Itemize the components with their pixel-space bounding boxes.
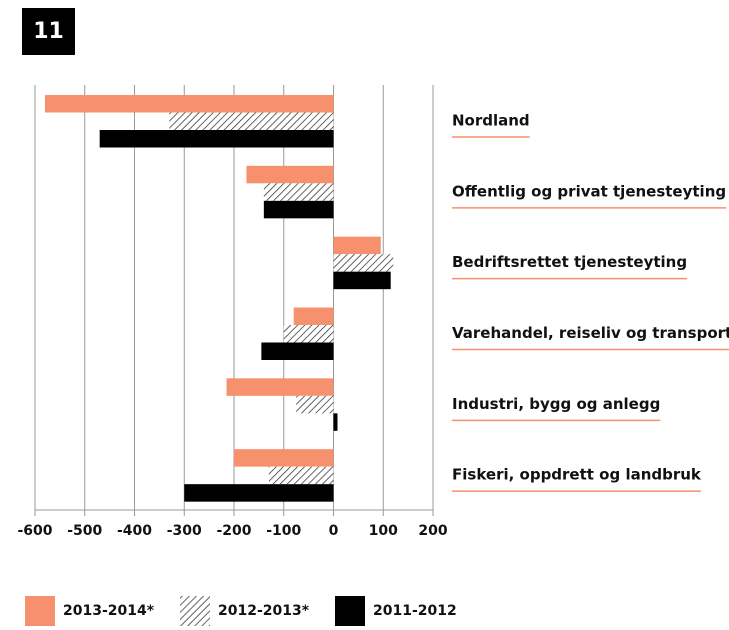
bar — [283, 325, 334, 343]
x-tick-label: -300 — [167, 523, 202, 539]
bar — [184, 484, 334, 502]
category-label: Fiskeri, oppdrett og landbruk — [452, 466, 702, 484]
category-label: Bedriftsrettet tjenesteyting — [452, 253, 687, 271]
bar — [333, 413, 338, 431]
x-tick-label: -600 — [17, 523, 52, 539]
x-tick-label: 200 — [418, 523, 447, 539]
bar — [333, 271, 391, 290]
figure-number: 11 — [33, 19, 64, 44]
legend-label: 2013-2014* — [63, 603, 155, 619]
category-label: Varehandel, reiseliv og transport — [452, 324, 729, 342]
bar — [44, 95, 334, 113]
bar — [226, 378, 334, 396]
bar — [234, 449, 334, 467]
figure-number-box — [22, 8, 75, 55]
legend-swatch — [335, 596, 365, 626]
bar — [268, 466, 334, 485]
x-tick-label: -500 — [67, 523, 102, 539]
category-label: Offentlig og privat tjenesteyting — [452, 182, 726, 200]
bar — [333, 236, 381, 255]
legend-swatch — [180, 596, 210, 626]
category-label: Industri, bygg og anlegg — [452, 395, 660, 413]
x-tick-label: -400 — [117, 523, 152, 539]
legend-label: 2012-2013* — [218, 603, 310, 619]
bar — [333, 254, 394, 272]
x-tick-label: -100 — [266, 523, 301, 539]
bar — [263, 200, 334, 219]
legend-label: 2011-2012 — [373, 603, 457, 619]
bar — [169, 112, 334, 130]
x-tick-label: 100 — [369, 523, 398, 539]
bar — [261, 342, 334, 360]
x-tick-label: -200 — [216, 523, 251, 539]
x-tick-label: 0 — [329, 523, 339, 539]
bar — [296, 395, 334, 414]
bar — [263, 183, 334, 201]
bar — [99, 130, 334, 148]
bar — [293, 307, 334, 325]
bar — [246, 165, 334, 184]
legend-swatch — [25, 596, 55, 626]
category-label: Nordland — [452, 112, 530, 130]
